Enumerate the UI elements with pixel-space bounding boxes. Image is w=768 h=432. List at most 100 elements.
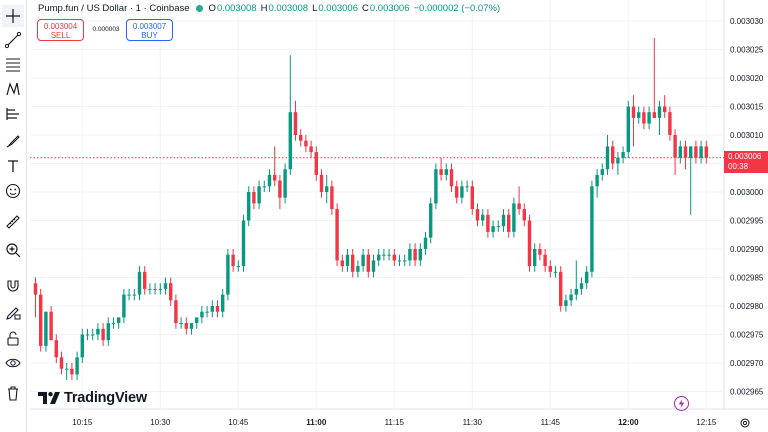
candle-body (54, 340, 58, 358)
text-icon[interactable] (2, 155, 24, 177)
candle-body (538, 249, 542, 255)
candle-body (559, 271, 563, 306)
candle (595, 169, 599, 198)
trend-line-icon[interactable] (2, 29, 24, 51)
candle-body (65, 368, 69, 370)
candle-body (434, 169, 438, 204)
candle-body (470, 186, 474, 210)
candle (574, 260, 578, 301)
candle-body (283, 169, 287, 198)
candle-body (496, 226, 500, 228)
candle (590, 180, 594, 278)
market-status-icon (195, 5, 203, 12)
candle (501, 209, 506, 232)
bolt-icon[interactable] (674, 396, 689, 411)
unlock-icon[interactable] (2, 327, 24, 349)
candle (351, 249, 355, 278)
y-tick-label: 0.003030 (730, 17, 764, 26)
candle-body (465, 186, 469, 188)
ohlc-close-value: 0.003006 (369, 3, 410, 14)
symbol-title[interactable]: Pump.fun / US Dollar · 1 · Coinbase (38, 3, 190, 14)
candle-body (59, 357, 64, 369)
candle-body (673, 135, 677, 158)
candle-body (309, 146, 313, 153)
candle (611, 140, 615, 170)
candle (101, 323, 105, 346)
candle-body (501, 214, 506, 227)
buy-button[interactable]: 0.003007 BUY (126, 19, 173, 41)
symbol-legend: Pump.fun / US Dollar · 1 · Coinbase O 0.0… (38, 3, 504, 14)
candle-body (486, 214, 490, 232)
lock-draw-icon[interactable] (2, 302, 24, 324)
candle-body (247, 192, 251, 221)
candle-body (423, 237, 428, 249)
y-tick-label: 0.002965 (730, 388, 764, 397)
candle (85, 328, 90, 341)
emoji-icon[interactable] (2, 180, 24, 202)
candle-body (169, 283, 173, 301)
candle (184, 317, 188, 335)
trash-icon[interactable] (2, 382, 24, 404)
candle (293, 100, 298, 141)
candle (387, 249, 391, 261)
brush-icon[interactable] (2, 130, 24, 152)
sell-button[interactable]: 0.003004 SELL (37, 19, 84, 41)
gear-icon[interactable] (739, 417, 751, 429)
candle (491, 220, 495, 238)
candle-body (49, 311, 53, 341)
x-tick-label: 10:45 (228, 418, 249, 427)
candle-body (611, 146, 615, 164)
candle (392, 249, 396, 267)
candle-body (293, 112, 298, 135)
drawing-toolbar (0, 0, 27, 432)
fib-icon[interactable] (2, 53, 24, 75)
candle-body (590, 186, 594, 272)
x-tick-label: 11:45 (541, 418, 561, 427)
candle (647, 106, 651, 130)
candle-body (361, 254, 365, 267)
magnet-icon[interactable] (2, 275, 24, 297)
candle (143, 266, 147, 295)
buy-price: 0.003007 (132, 22, 167, 31)
candle (169, 277, 173, 306)
y-tick-label: 0.002995 (730, 217, 764, 226)
candle (507, 209, 511, 238)
candle (111, 317, 116, 329)
candle-body (689, 146, 693, 158)
candle-body (574, 288, 578, 295)
eye-icon[interactable] (2, 352, 24, 374)
candle-body (231, 254, 235, 267)
candle-body (39, 294, 43, 346)
candle-body (663, 106, 667, 113)
crosshair-icon[interactable] (2, 5, 24, 27)
candle (559, 266, 563, 312)
ohlc-change-value: −0.000002 (−0.07%) (413, 3, 501, 14)
sell-price: 0.003004 (43, 22, 78, 31)
y-tick-label: 0.003020 (730, 74, 764, 83)
candle (475, 203, 480, 227)
pattern-icon[interactable] (2, 78, 24, 100)
zoom-in-icon[interactable] (2, 239, 24, 261)
candle-body (314, 152, 318, 175)
y-tick-label: 0.002990 (730, 245, 764, 254)
candle-body (418, 249, 422, 261)
tradingview-logo[interactable]: TradingView (38, 390, 147, 406)
candle (65, 363, 69, 381)
y-tick-label: 0.003000 (730, 188, 764, 197)
candle-body (387, 254, 391, 256)
candle (616, 152, 620, 175)
candle-body (174, 300, 178, 324)
candle (44, 311, 48, 352)
y-tick-label: 0.002980 (730, 302, 764, 311)
ruler-icon[interactable] (2, 211, 24, 233)
sell-label: SELL (50, 31, 71, 40)
candle (668, 106, 672, 141)
candle (236, 260, 240, 272)
measure-lines-icon[interactable] (2, 103, 24, 125)
candle (153, 283, 157, 295)
candle-body (215, 306, 220, 312)
candle (325, 174, 329, 204)
candle (174, 294, 178, 329)
candle (247, 186, 251, 227)
